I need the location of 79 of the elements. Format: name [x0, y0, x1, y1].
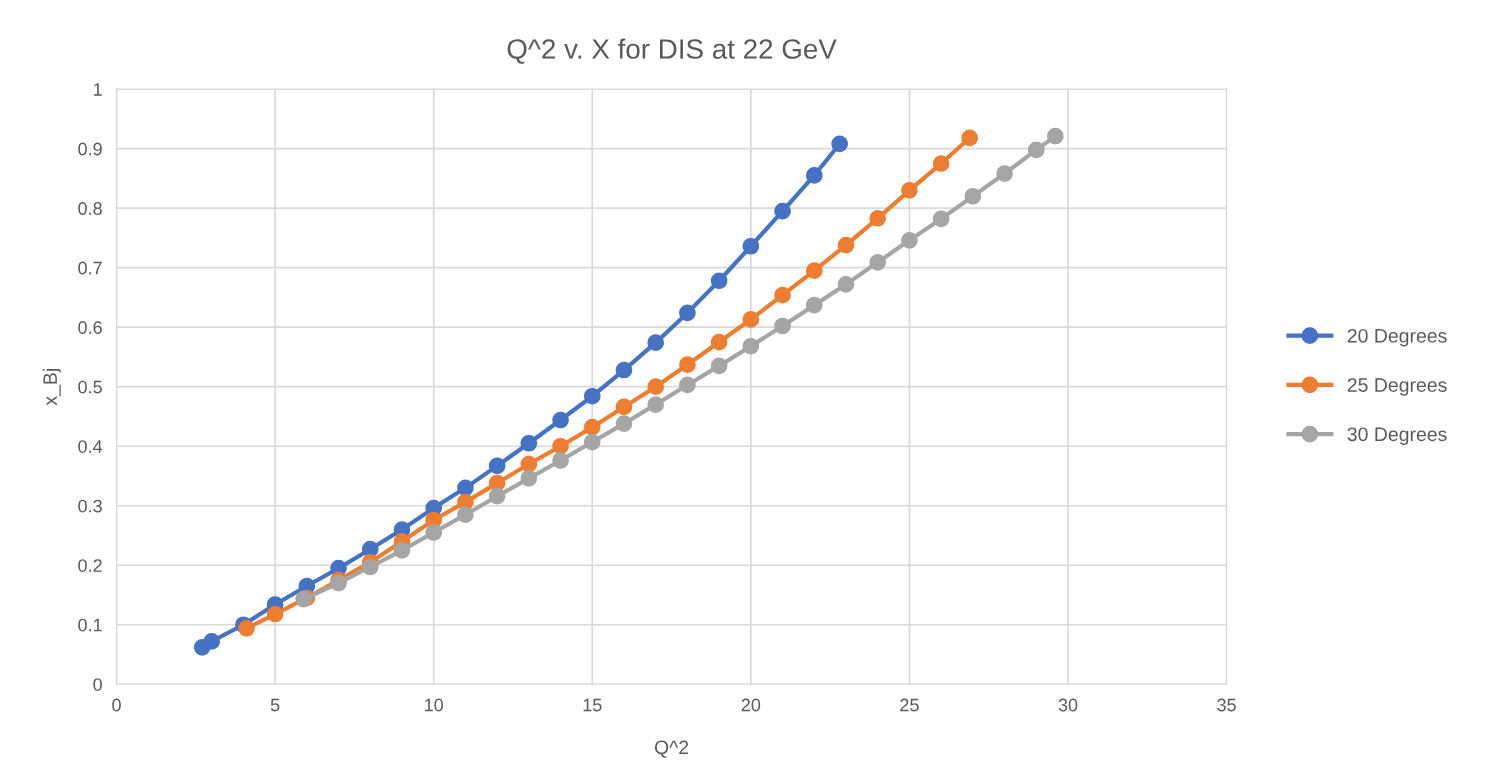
point: [361, 558, 379, 576]
y-tick-label: 0.3: [78, 499, 102, 513]
point: [615, 415, 633, 432]
point: [901, 231, 918, 249]
point: [932, 210, 950, 228]
point: [996, 165, 1013, 182]
point: [552, 411, 569, 429]
x-tick-label: 35: [1217, 698, 1236, 712]
point: [742, 237, 760, 255]
point: [583, 387, 601, 405]
point: [742, 311, 760, 328]
point: [425, 524, 443, 541]
y-tick-label: 0: [93, 678, 102, 691]
x-tick-label: 20: [741, 698, 761, 712]
point: [488, 487, 506, 505]
point: [774, 202, 791, 220]
point: [932, 155, 950, 172]
x-tick-label: 15: [583, 698, 602, 712]
x-tick-label: 10: [425, 698, 444, 712]
point: [615, 361, 633, 379]
point: [710, 333, 728, 351]
y-tick-label: 1: [93, 83, 102, 96]
legend-label: 25 Degrees: [1347, 378, 1447, 396]
point: [647, 334, 665, 351]
point: [583, 433, 601, 451]
point: [805, 262, 823, 279]
y-tick-label: 0.1: [78, 618, 102, 632]
point: [1046, 127, 1064, 145]
point: [869, 209, 887, 227]
y-tick-label: 0.2: [78, 559, 102, 572]
point: [710, 357, 728, 375]
point: [831, 135, 848, 153]
point: [679, 376, 696, 394]
point: [837, 276, 855, 293]
y-tick-label: 0.7: [78, 261, 102, 275]
y-tick-label: 0.6: [78, 321, 102, 334]
point: [710, 272, 728, 290]
point: [583, 418, 601, 436]
point: [837, 236, 855, 254]
x-tick-label: 30: [1058, 698, 1078, 712]
point: [1027, 141, 1045, 159]
legend-label: 30 Degrees: [1347, 427, 1447, 445]
y-tick-label: 0.8: [78, 202, 102, 215]
point: [679, 304, 696, 322]
legend-label: 20 Degrees: [1347, 328, 1447, 347]
x-tick-label: 0: [112, 698, 121, 712]
point: [488, 457, 506, 475]
point: [961, 129, 979, 147]
point: [520, 434, 538, 452]
x-tick-label: 25: [900, 698, 919, 712]
y-axis-title: x_Bj: [42, 369, 61, 406]
point: [869, 253, 887, 271]
point: [805, 296, 823, 314]
y-tick-label: 0.4: [78, 440, 103, 453]
point: [805, 167, 823, 184]
point: [679, 356, 696, 374]
point: [295, 590, 312, 608]
point: [393, 542, 411, 559]
point: [457, 479, 474, 497]
y-tick-label: 0.5: [78, 380, 102, 394]
point: [457, 506, 474, 523]
point: [647, 378, 665, 396]
point: [774, 317, 791, 335]
point: [647, 396, 665, 413]
point: [520, 455, 538, 473]
point: [520, 470, 538, 487]
point: [552, 437, 569, 455]
x-axis-title: Q^2: [654, 740, 689, 758]
point: [615, 398, 633, 416]
chart-title: Q^2 v. X for DIS at 22 GeV: [507, 38, 837, 64]
point: [742, 337, 760, 355]
x-tick-label: 5: [270, 698, 280, 712]
y-tick-label: 0.9: [78, 142, 102, 156]
point: [901, 181, 918, 199]
point: [964, 187, 982, 205]
point: [203, 633, 221, 650]
point: [266, 605, 284, 623]
point: [774, 286, 791, 304]
point: [552, 452, 569, 469]
